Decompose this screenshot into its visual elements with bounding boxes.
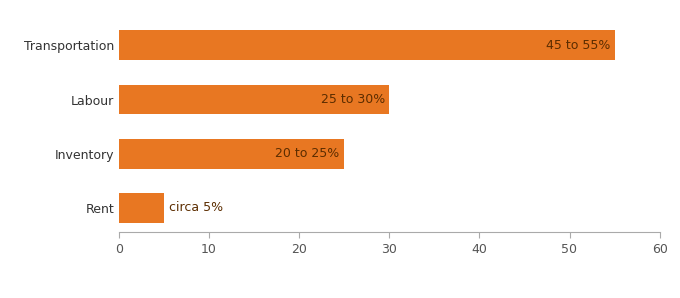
Bar <box>119 30 615 60</box>
Text: circa 5%: circa 5% <box>169 201 222 215</box>
Bar <box>119 193 164 223</box>
Text: 20 to 25%: 20 to 25% <box>275 147 340 160</box>
Bar <box>119 139 344 169</box>
Text: 45 to 55%: 45 to 55% <box>545 39 610 52</box>
Text: 25 to 30%: 25 to 30% <box>320 93 385 106</box>
Bar <box>119 85 389 114</box>
